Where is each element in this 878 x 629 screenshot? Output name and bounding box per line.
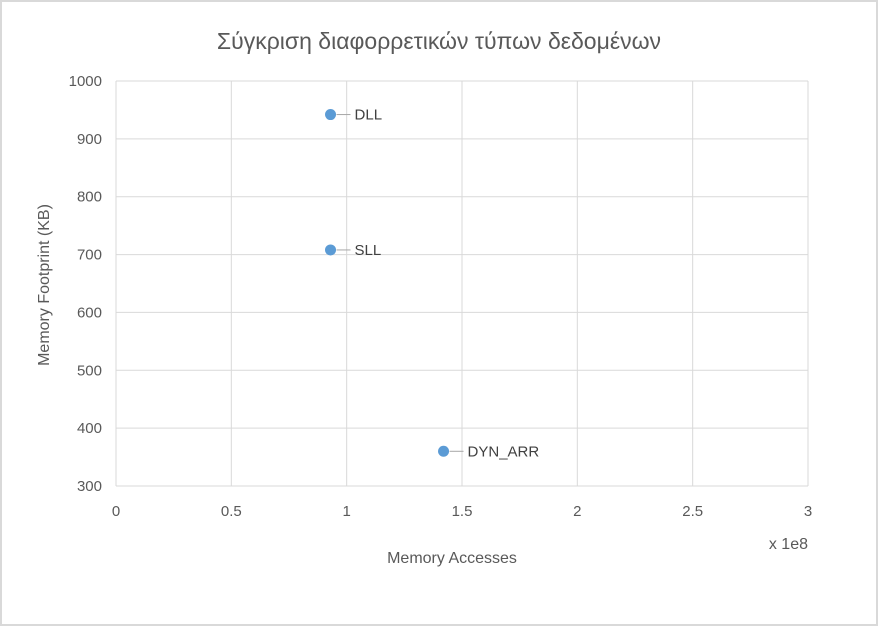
x-tick-label: 2: [573, 503, 581, 520]
x-tick-label: 2.5: [682, 503, 703, 520]
y-tick-label: 400: [77, 420, 102, 437]
y-tick-label: 300: [77, 478, 102, 495]
y-tick-label: 600: [77, 304, 102, 321]
y-axis-title: Memory Footprint (KB): [36, 204, 53, 366]
tick-labels: 0 0.5 1 1.5 2 2.5 3 1000 900 800 700 600 500 400 300: [69, 73, 813, 520]
x-tick-label: 3: [804, 503, 812, 520]
x-tick-label: 0.5: [221, 503, 242, 520]
x-tick-label: 1: [342, 503, 350, 520]
data-point-label: SLL: [355, 242, 382, 259]
y-tick-label: 1000: [69, 73, 102, 90]
x-tick-label: 0: [112, 503, 120, 520]
chart-title: Σύγκριση διαφορρετικών τύπων δεδομένων: [217, 28, 661, 54]
y-tick-label: 700: [77, 247, 102, 264]
data-points: DLL SLL DYN_ARR: [325, 107, 540, 460]
data-point: [325, 109, 337, 121]
x-tick-label: 1.5: [452, 503, 473, 520]
data-point-label: DYN_ARR: [468, 443, 540, 460]
y-tick-label: 800: [77, 189, 102, 206]
data-point: [438, 445, 450, 457]
data-point: [325, 244, 337, 256]
x-axis-title: Memory Accesses: [387, 550, 517, 567]
y-tick-label: 500: [77, 362, 102, 379]
x-axis-multiplier: x 1e8: [769, 536, 808, 553]
data-point-label: DLL: [355, 107, 383, 124]
grid-layer: [115, 80, 809, 487]
y-tick-label: 900: [77, 131, 102, 148]
